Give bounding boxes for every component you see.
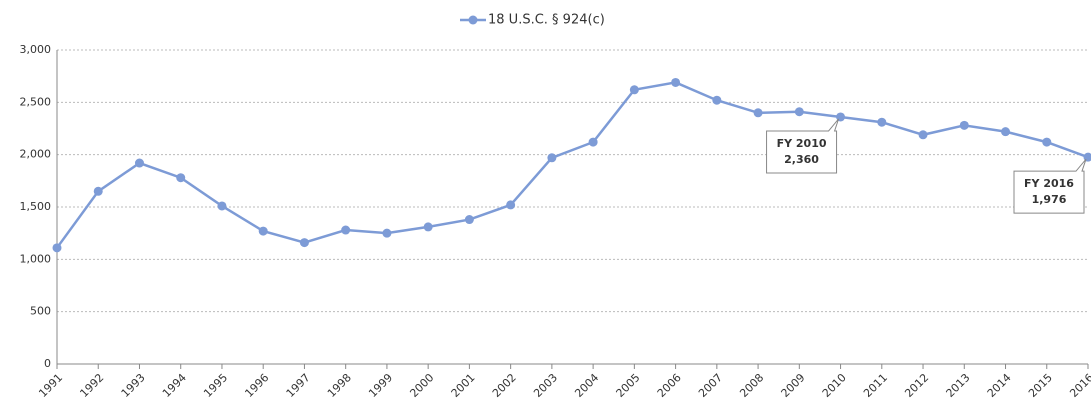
x-tick-label: 1998: [325, 371, 354, 400]
x-tick-label: 2004: [572, 371, 601, 400]
point: [629, 85, 639, 95]
legend-label: 18 U.S.C. § 924(c): [488, 13, 605, 28]
value-label: 2,360: [784, 153, 819, 166]
callout-box: [1013, 158, 1087, 214]
point: [93, 186, 103, 196]
point: [382, 228, 392, 238]
y-tick-label: 1,000: [20, 252, 52, 265]
x-tick-label: 2013: [944, 371, 973, 400]
x-tick-label: 2012: [902, 371, 931, 400]
x-tick-label: 1997: [284, 371, 313, 400]
value-label: 1,976: [1032, 193, 1067, 206]
point: [588, 137, 598, 147]
x-tick-label: 2002: [490, 371, 519, 400]
point: [918, 130, 928, 140]
y-tick-label: 500: [30, 305, 51, 318]
x-tick-label: 2003: [531, 371, 560, 400]
x-tick-label: 2005: [614, 371, 643, 400]
callout-title: FY 2010: [777, 137, 827, 150]
point: [217, 201, 227, 211]
y-tick-label: 2,000: [20, 148, 52, 161]
point: [464, 215, 474, 225]
point: [959, 120, 969, 130]
point: [134, 158, 144, 168]
x-tick-label: 2011: [861, 371, 890, 400]
point: [712, 95, 722, 105]
y-tick-label: 3,000: [20, 43, 52, 56]
x-tick-label: 2010: [820, 371, 849, 400]
x-tick-label: 1992: [77, 371, 106, 400]
x-tick-label: 2008: [737, 371, 766, 400]
x-tick-label: 1995: [201, 371, 230, 400]
x-tick-label: 1991: [36, 371, 65, 400]
x-tick-label: 2007: [696, 371, 725, 400]
point: [258, 226, 268, 236]
x-tick-label: 2016: [1067, 371, 1091, 400]
x-tick-label: 2009: [779, 371, 808, 400]
y-tick-label: 2,500: [20, 95, 52, 108]
point: [753, 108, 763, 118]
x-tick-label: 2001: [449, 371, 478, 400]
x-tick-label: 2000: [407, 371, 436, 400]
x-tick-label: 2015: [1026, 371, 1055, 400]
point: [423, 222, 433, 232]
point: [52, 243, 62, 253]
y-tick-label: 1,500: [20, 200, 52, 213]
x-tick-label: 2014: [985, 371, 1014, 400]
point: [506, 200, 516, 210]
point: [671, 77, 681, 87]
line: [55, 81, 1089, 249]
point: [794, 107, 804, 117]
point: [176, 173, 186, 183]
x-tick-label: 1999: [366, 371, 395, 400]
point: [299, 238, 309, 248]
x-tick-label: 1993: [119, 371, 148, 400]
callout-title: FY 2016: [1024, 177, 1074, 190]
x-tick-label: 2006: [655, 371, 684, 400]
point: [877, 117, 887, 127]
point: [547, 153, 557, 163]
y-tick-label: 0: [44, 357, 51, 370]
legend-marker: [468, 15, 478, 25]
point: [1001, 127, 1011, 137]
point: [341, 225, 351, 235]
point: [1042, 137, 1052, 147]
callout-box: [766, 118, 840, 174]
x-tick-label: 1996: [242, 371, 271, 400]
x-tick-label: 1994: [160, 371, 189, 400]
